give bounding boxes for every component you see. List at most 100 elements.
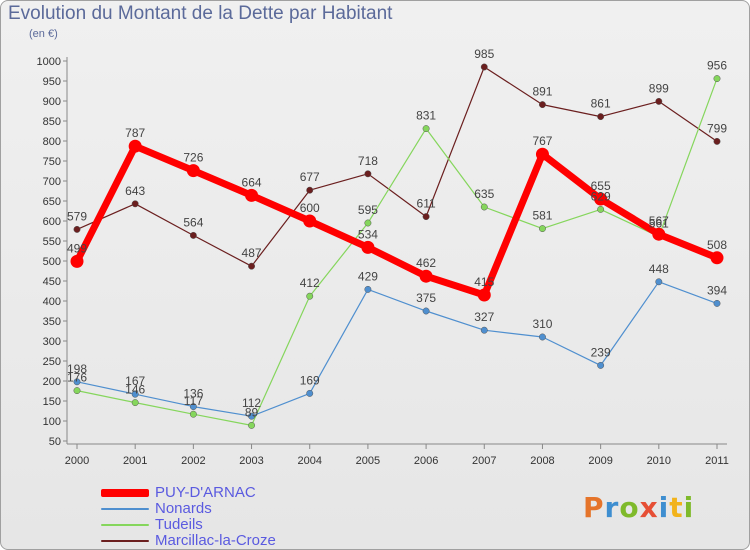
data-point-1 [597, 361, 605, 369]
data-label-1: 239 [591, 345, 611, 359]
data-label-0: 462 [416, 256, 436, 270]
data-point-0 [535, 147, 549, 161]
data-label-3: 799 [707, 121, 727, 135]
data-label-2: 176 [67, 371, 87, 385]
logo-letter: o [619, 491, 640, 524]
logo-letter: r [604, 491, 620, 524]
data-point-1 [73, 378, 81, 386]
proxiti-logo: Proxiti [583, 491, 694, 524]
legend-label: Marcillac-la-Croze [155, 532, 276, 549]
logo-letter: P [583, 491, 605, 524]
logo-letter: t [669, 491, 684, 524]
data-label-0: 415 [474, 275, 494, 289]
legend-swatch [101, 508, 149, 510]
x-tick-label: 2008 [530, 455, 554, 467]
x-tick-label: 2000 [65, 455, 89, 467]
data-label-0: 508 [707, 238, 727, 252]
data-point-2 [189, 410, 197, 418]
data-point-3 [73, 225, 81, 233]
data-label-1: 167 [125, 374, 145, 388]
series-line-2 [76, 77, 718, 426]
y-tick-label: 550 [43, 236, 61, 248]
data-point-1 [422, 307, 430, 315]
data-point-2 [306, 292, 314, 300]
legend-label: Nonards [155, 500, 212, 517]
y-tick-label: 950 [43, 76, 61, 88]
data-point-3 [189, 231, 197, 239]
y-tick-label: 400 [43, 296, 61, 308]
y-tick-label: 1000 [37, 56, 61, 68]
data-label-3: 643 [125, 184, 145, 198]
data-point-0 [128, 139, 142, 153]
data-point-1 [539, 333, 546, 341]
chart-title: Evolution du Montant de la Dette par Hab… [8, 3, 393, 24]
data-point-0 [70, 254, 84, 268]
data-point-2 [539, 225, 546, 233]
data-point-1 [364, 285, 372, 293]
logo-letter: x [639, 491, 659, 524]
x-tick-label: 2001 [123, 455, 147, 467]
y-tick-label: 700 [43, 176, 61, 188]
data-label-1: 394 [707, 283, 727, 297]
series-points [70, 63, 724, 429]
y-tick-label: 100 [43, 416, 61, 428]
y-tick-label: 450 [43, 276, 61, 288]
data-label-0: 600 [300, 201, 320, 215]
data-label-1: 448 [649, 262, 669, 276]
series-line-0 [73, 142, 721, 299]
legend-swatch [101, 540, 149, 542]
data-point-0 [186, 164, 200, 178]
data-label-2: 956 [707, 59, 727, 73]
series-line-3 [76, 66, 718, 267]
y-tick-label: 250 [43, 356, 61, 368]
data-label-1: 112 [242, 396, 261, 410]
data-label-3: 487 [242, 246, 262, 260]
data-point-1 [655, 278, 663, 286]
data-point-0 [594, 192, 608, 206]
data-label-2: 635 [474, 187, 494, 201]
data-label-2: 146 [125, 383, 145, 397]
x-tick-label: 2006 [414, 455, 438, 467]
data-label-3: 611 [417, 197, 436, 211]
y-tick-label: 150 [43, 396, 61, 408]
series-line-1 [76, 281, 718, 417]
data-point-3 [422, 213, 430, 221]
data-point-2 [480, 203, 488, 211]
data-point-0 [710, 251, 724, 265]
legend-swatch [101, 524, 149, 526]
x-tick-label: 2005 [356, 455, 380, 467]
data-label-3: 677 [300, 170, 320, 184]
data-label-3: 579 [67, 209, 87, 223]
data-point-0 [245, 188, 259, 202]
legend-swatch [101, 489, 149, 497]
data-point-1 [189, 403, 197, 411]
data-point-3 [597, 113, 605, 121]
data-point-1 [306, 389, 314, 397]
data-label-0: 767 [532, 134, 552, 148]
data-point-0 [419, 269, 433, 283]
series-lines [73, 66, 721, 426]
data-label-0: 567 [649, 214, 669, 228]
data-point-2 [422, 125, 430, 133]
data-label-1: 375 [416, 291, 436, 305]
x-tick-label: 2002 [181, 455, 205, 467]
data-point-1 [713, 299, 721, 307]
data-label-3: 985 [474, 47, 494, 61]
data-label-3: 564 [183, 215, 203, 229]
chart-unit-label: (en €) [29, 28, 58, 40]
x-tick-label: 2003 [239, 455, 263, 467]
data-point-0 [361, 240, 375, 254]
y-tick-label: 750 [43, 156, 61, 168]
data-label-1: 327 [474, 310, 494, 324]
data-label-0: 726 [183, 151, 203, 165]
data-label-1: 136 [183, 387, 203, 401]
data-label-3: 891 [532, 85, 552, 99]
data-point-0 [652, 227, 666, 241]
data-point-2 [713, 75, 721, 83]
data-label-2: 629 [591, 189, 611, 203]
y-tick-label: 800 [43, 136, 61, 148]
data-point-3 [306, 186, 314, 194]
chart-axes: 50 100 150 200 250 300 350 400 450 500 550 600 650 70… [37, 56, 729, 467]
